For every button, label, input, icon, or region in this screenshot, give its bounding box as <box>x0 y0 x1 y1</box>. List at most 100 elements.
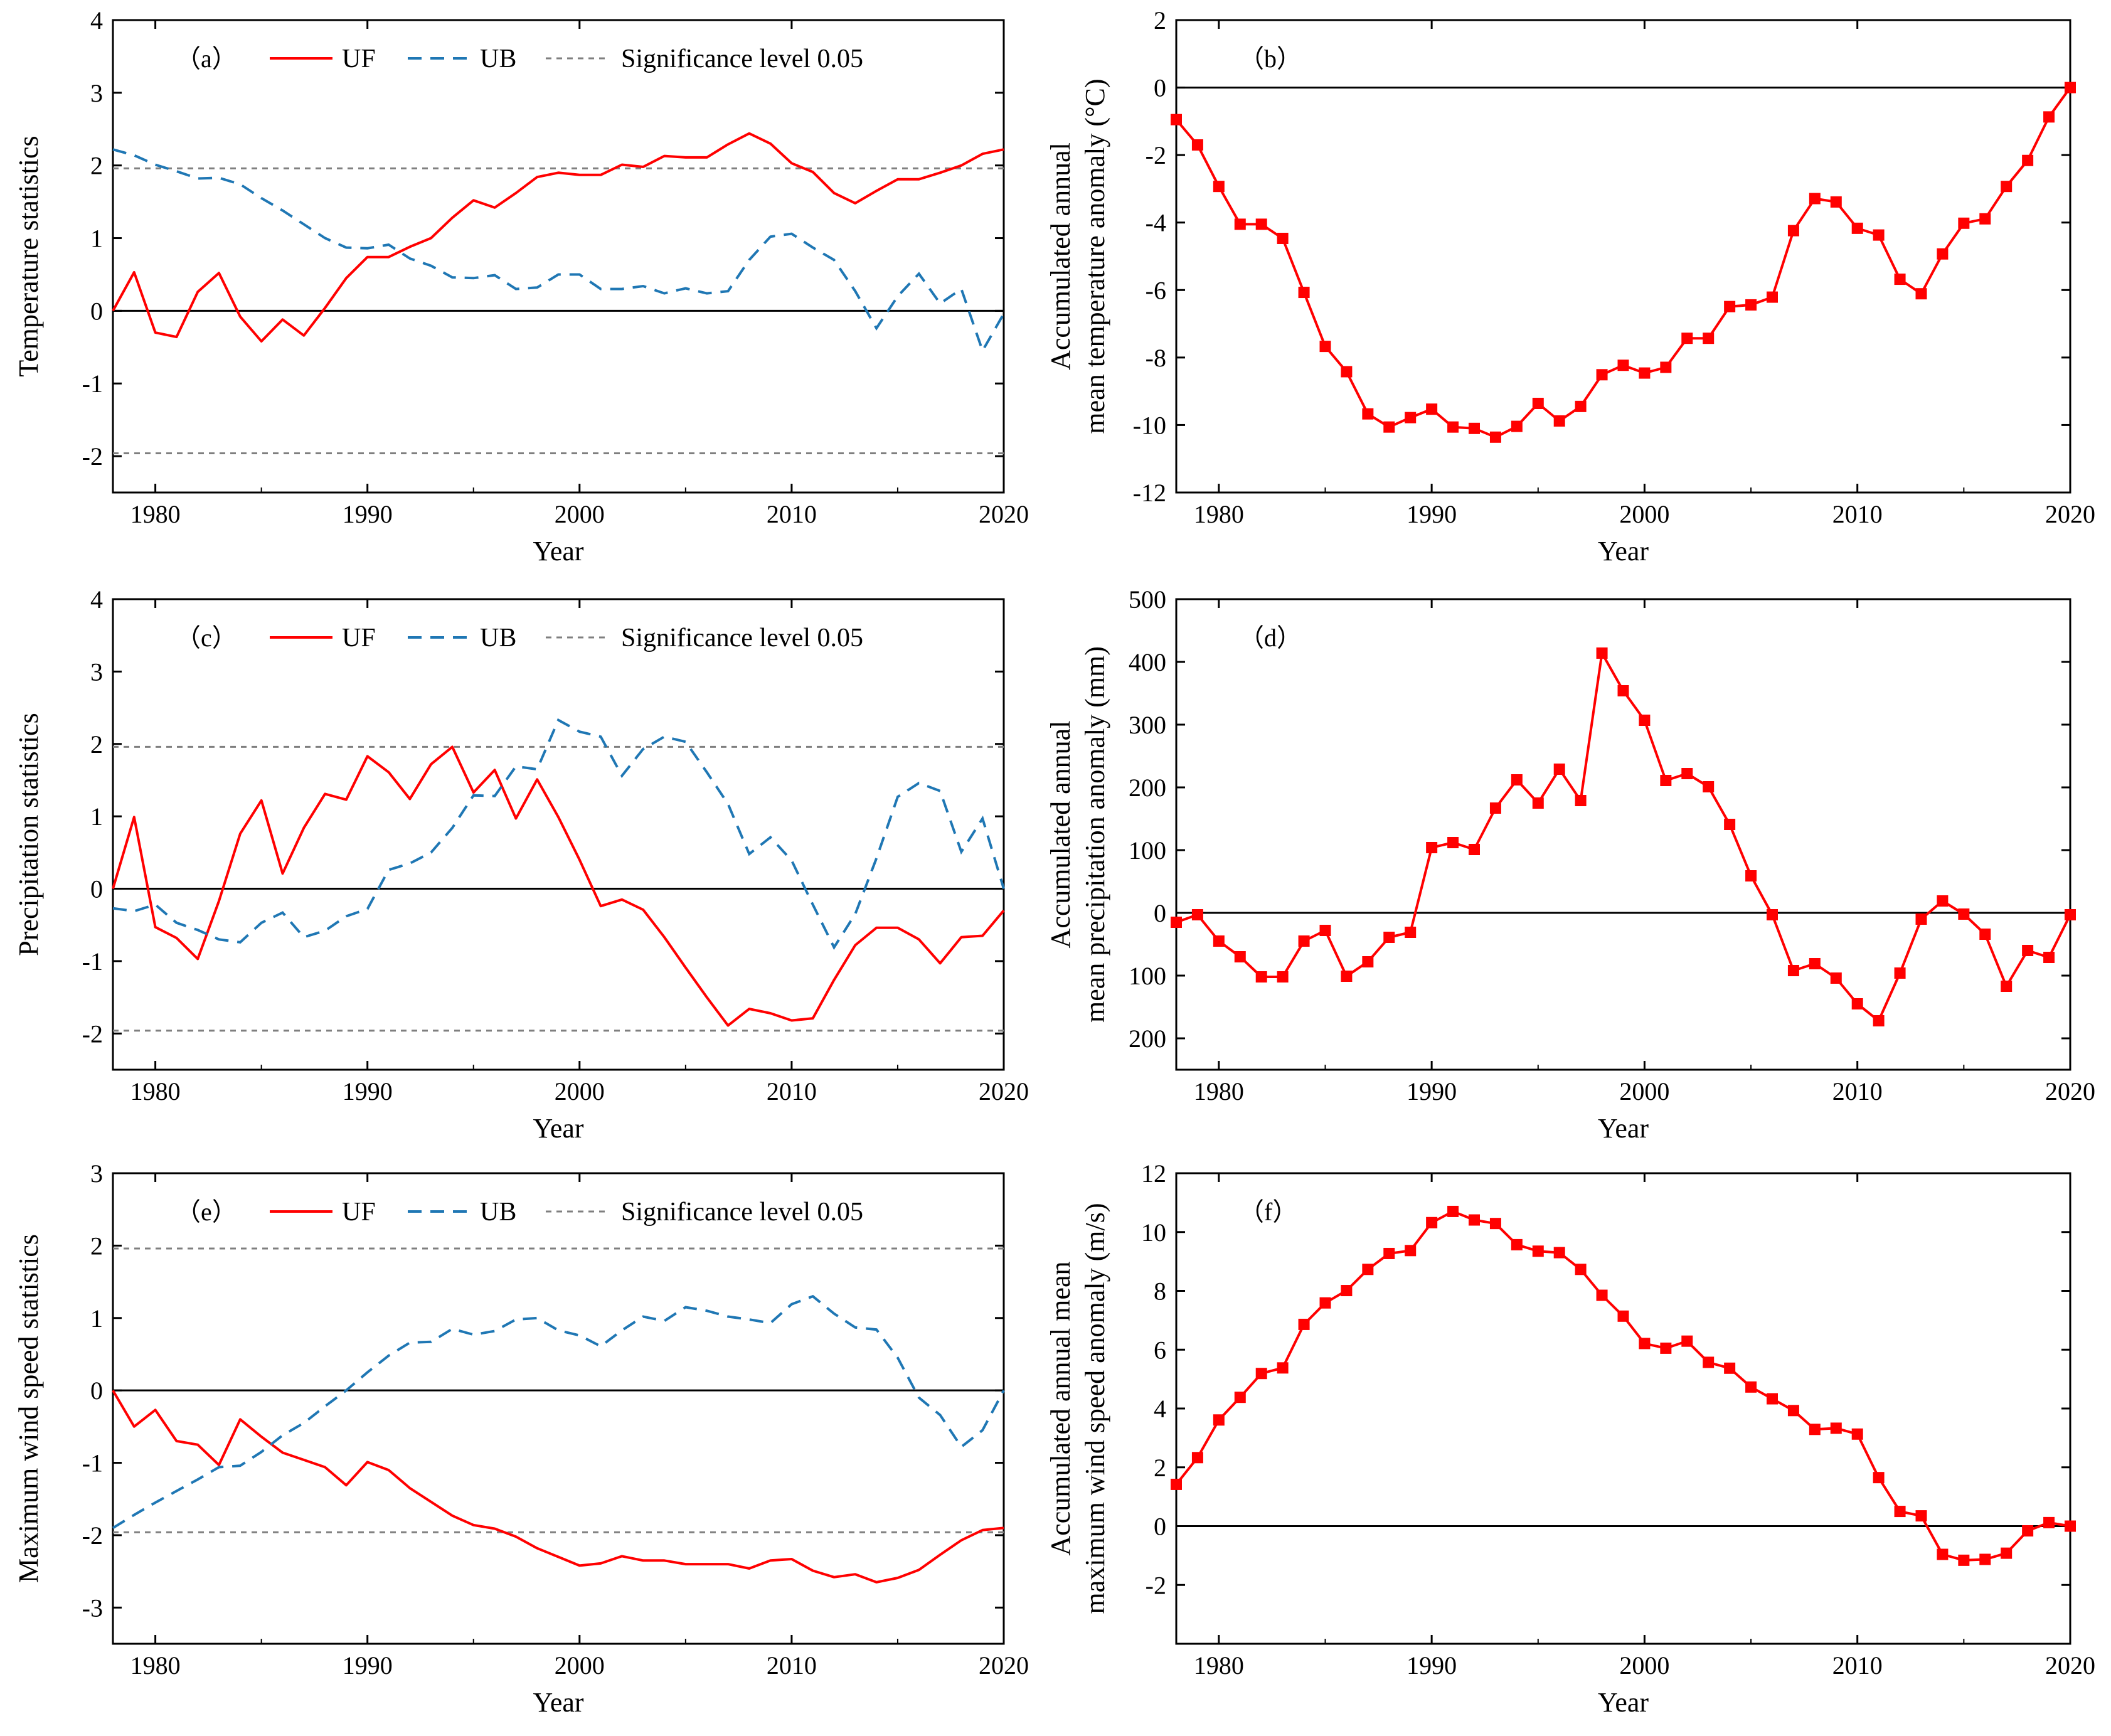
anomaly-point <box>1532 398 1544 410</box>
x-tick-label: 2020 <box>979 1077 1029 1105</box>
anomaly-point <box>1319 341 1331 353</box>
x-tick-label: 2010 <box>1832 500 1883 528</box>
anomaly-point <box>1639 367 1651 379</box>
ub-series-line <box>112 148 1005 354</box>
anomaly-point <box>2065 909 2076 920</box>
anomaly-point <box>1426 1217 1438 1228</box>
anomaly-point <box>1894 274 1906 285</box>
plot-frame <box>1175 19 2071 494</box>
anomaly-point <box>1469 422 1480 434</box>
y-tick-label: -8 <box>1146 344 1166 372</box>
plot-frame <box>1175 1172 2071 1645</box>
legend-uf-label: UF <box>342 624 376 652</box>
x-tick-label: 1990 <box>1406 500 1457 528</box>
y-tick-label: 8 <box>1154 1277 1166 1306</box>
anomaly-point <box>2065 82 2076 93</box>
x-tick-label: 2000 <box>1619 1651 1669 1680</box>
anomaly-point <box>1447 421 1459 433</box>
y-tick-label: 2 <box>90 1232 103 1260</box>
anomaly-point <box>2065 1520 2076 1532</box>
anomaly-point <box>1745 870 1757 881</box>
legend-sig-label: Significance level 0.05 <box>621 624 863 652</box>
anomaly-point <box>1937 895 1949 907</box>
anomaly-point <box>1767 291 1778 303</box>
y-tick-label: 400 <box>1129 648 1166 676</box>
anomaly-point <box>1277 232 1289 244</box>
y-tick-label: 2 <box>1154 6 1166 35</box>
anomaly-point <box>1191 909 1203 920</box>
anomaly-point <box>1532 1245 1544 1257</box>
anomaly-point <box>1915 1510 1927 1522</box>
ub-series-line <box>112 718 1005 951</box>
anomaly-point <box>1979 213 1991 225</box>
anomaly-point <box>1532 797 1544 809</box>
y-tick-label: 6 <box>1154 1336 1166 1364</box>
y-tick-label: -2 <box>82 1020 103 1048</box>
panel-a-temperature-statistics: 1980 1990 2000 2010 2020 -2 -1 0 1 2 3 4 Year Tempera… <box>13 6 1029 567</box>
anomaly-point <box>1681 768 1693 779</box>
x-tick-label: 1990 <box>343 1651 393 1680</box>
anomaly-point <box>1851 998 1863 1009</box>
y-axis-title-line: Accumulated annual <box>1045 142 1076 370</box>
y-tick-label: 0 <box>90 1377 103 1405</box>
y-tick-label: -1 <box>82 1449 103 1478</box>
anomaly-point <box>1809 1424 1821 1435</box>
anomaly-point <box>1639 715 1651 726</box>
y-tick-label: -2 <box>1146 1571 1166 1599</box>
anomaly-point <box>1937 248 1949 260</box>
anomaly-point <box>1617 1310 1629 1322</box>
anomaly-point <box>1213 935 1225 947</box>
anomaly-point <box>1405 1245 1417 1257</box>
y-tick-label: -10 <box>1133 411 1166 439</box>
anomaly-point <box>1341 366 1353 378</box>
y-tick-label: -6 <box>1146 276 1166 304</box>
anomaly-point <box>1469 1214 1480 1226</box>
anomaly-point <box>1362 956 1374 967</box>
anomaly-point <box>1405 927 1417 938</box>
x-tick-label: 1980 <box>1194 1651 1244 1680</box>
anomaly-point <box>1809 958 1821 969</box>
x-tick-label: 1990 <box>343 1077 393 1105</box>
anomaly-point <box>1383 421 1395 433</box>
anomaly-point <box>2001 181 2013 193</box>
anomaly-point <box>1298 287 1310 299</box>
anomaly-point <box>1639 1338 1651 1350</box>
anomaly-point <box>1553 415 1565 427</box>
anomaly-point <box>1724 819 1736 830</box>
x-tick-label: 2020 <box>979 1651 1029 1680</box>
y-axis-title-line: Accumulated annual <box>1045 721 1076 949</box>
anomaly-point <box>1660 361 1672 373</box>
anomaly-point <box>1724 1362 1736 1374</box>
anomaly-point <box>1575 400 1587 412</box>
anomaly-point <box>1553 1247 1565 1259</box>
x-tick-label: 2020 <box>2045 1651 2095 1680</box>
anomaly-point <box>1851 1428 1863 1440</box>
anomaly-point <box>1767 909 1778 920</box>
anomaly-point <box>1894 1506 1906 1518</box>
anomaly-point <box>1234 1392 1246 1403</box>
anomaly-point <box>1660 1342 1672 1354</box>
x-tick-label: 1980 <box>1194 1077 1244 1105</box>
anomaly-point <box>1787 965 1799 976</box>
y-axis-title-line: mean temperature anomaly (°C) <box>1080 78 1110 434</box>
y-tick-label: 10 <box>1141 1218 1166 1247</box>
y-tick-label: 200 <box>1129 1025 1166 1053</box>
x-axis-title: Year <box>533 536 583 567</box>
legend-sig-label: Significance level 0.05 <box>621 45 863 73</box>
anomaly-point <box>1575 795 1587 806</box>
panel-label: （a） <box>176 45 237 73</box>
y-tick-label: 3 <box>90 79 103 107</box>
anomaly-point <box>1894 967 1906 979</box>
y-tick-label: -4 <box>1146 209 1166 237</box>
x-tick-label: 2000 <box>1619 1077 1669 1105</box>
y-tick-label: 300 <box>1129 711 1166 739</box>
anomaly-point <box>1703 333 1715 344</box>
anomaly-point <box>1979 929 1991 940</box>
uf-series-line <box>112 1390 1004 1584</box>
anomaly-point <box>2043 952 2055 963</box>
legend-uf-label: UF <box>342 1198 376 1227</box>
y-tick-label: 2 <box>1154 1454 1166 1482</box>
x-tick-label: 2020 <box>2045 500 2095 528</box>
anomaly-point <box>2043 1516 2055 1528</box>
legend-uf-label: UF <box>342 45 376 73</box>
